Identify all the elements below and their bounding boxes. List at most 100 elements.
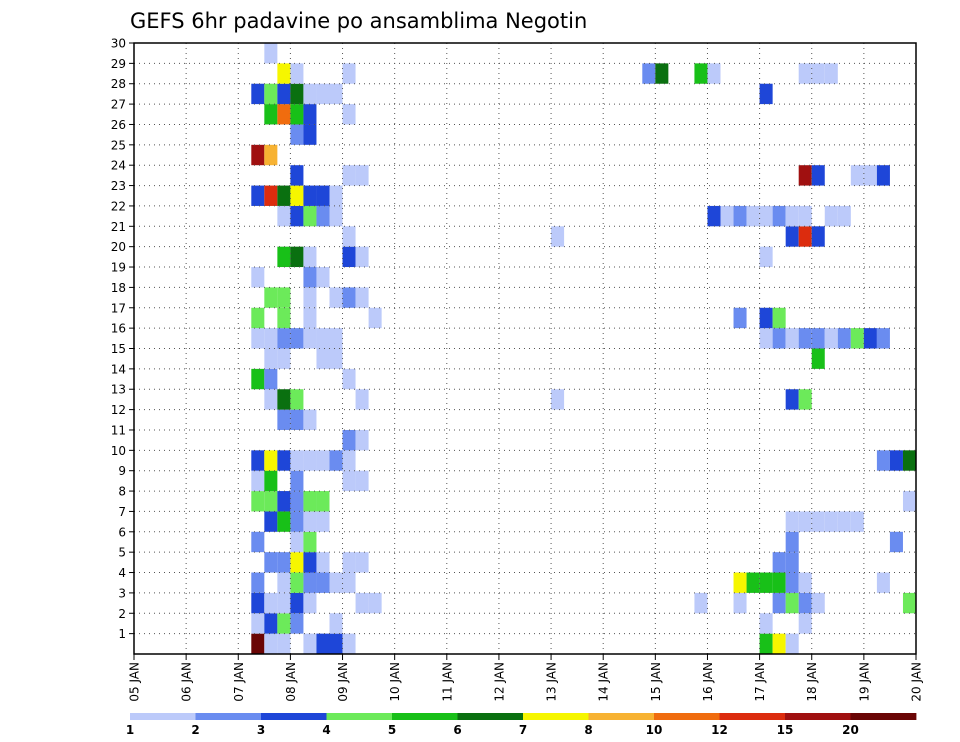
colorbar-swatch — [457, 713, 524, 720]
heatmap-cell — [290, 491, 304, 512]
heatmap-cell — [342, 104, 356, 125]
heatmap-cell — [290, 328, 304, 349]
colorbar: 1 2 3 4 5 6 7 8 10 12 15 20 — [126, 713, 917, 737]
heatmap-cell — [342, 572, 356, 593]
heatmap-cell — [798, 328, 812, 349]
heatmap-cell — [368, 592, 382, 614]
heatmap-cell — [772, 592, 786, 614]
heatmap-cell — [785, 592, 799, 614]
heatmap-cell — [355, 287, 369, 308]
heatmap-cell — [290, 165, 304, 186]
colorbar-label: 12 — [711, 723, 728, 737]
heatmap-cell — [251, 633, 265, 654]
heatmap-cell — [342, 246, 356, 268]
y-tick-label: 14 — [111, 362, 126, 376]
x-tick-label: 12 JAN — [492, 662, 506, 702]
heatmap-cell — [759, 246, 773, 268]
heatmap-cell — [329, 287, 343, 308]
heatmap-cell — [707, 205, 721, 227]
heatmap-cell — [850, 328, 864, 349]
heatmap-cell — [694, 63, 708, 84]
heatmap-cell — [798, 389, 812, 410]
x-tick-label: 06 JAN — [180, 662, 194, 702]
y-tick-label: 20 — [111, 240, 126, 254]
x-tick-label: 05 JAN — [128, 662, 142, 702]
heatmap-cell — [303, 572, 317, 593]
heatmap-cell — [303, 287, 317, 308]
heatmap-cell — [303, 552, 317, 573]
y-tick-label: 11 — [111, 423, 126, 437]
heatmap-cell — [251, 572, 265, 593]
y-tick-label: 22 — [111, 199, 126, 213]
heatmap-cell — [290, 409, 304, 430]
heatmap-cell — [277, 552, 291, 573]
heatmap-cell — [290, 531, 304, 553]
heatmap-cell — [889, 531, 903, 553]
heatmap-cell — [785, 389, 799, 410]
heatmap-cell — [811, 348, 825, 369]
heatmap-cell — [342, 633, 356, 654]
colorbar-label: 2 — [191, 723, 199, 737]
heatmap-cell — [772, 633, 786, 654]
heatmap-cell — [277, 613, 291, 634]
heatmap-cell — [733, 592, 747, 614]
heatmap-cell — [277, 572, 291, 593]
heatmap-cell — [251, 613, 265, 634]
heatmap-cell — [277, 63, 291, 84]
heatmap-cell — [785, 572, 799, 593]
heatmap-cell — [277, 328, 291, 349]
x-tick-label: 07 JAN — [232, 662, 246, 702]
heatmap-cell — [759, 328, 773, 349]
x-tick-label: 19 JAN — [857, 662, 871, 702]
heatmap-cell — [772, 307, 786, 329]
heatmap-cell — [798, 511, 812, 532]
heatmap-cell — [329, 572, 343, 593]
heatmap-cell — [329, 633, 343, 654]
y-tick-label: 28 — [111, 77, 126, 91]
heatmap-cell — [251, 185, 265, 206]
heatmap-cell — [277, 104, 291, 125]
heatmap-cell — [277, 348, 291, 369]
heatmap-cell — [264, 450, 278, 471]
heatmap-cell — [551, 389, 565, 410]
heatmap-cell — [264, 511, 278, 532]
heatmap-cell — [277, 287, 291, 308]
y-tick-label: 29 — [111, 57, 126, 71]
heatmap-cell — [316, 633, 330, 654]
heatmap-cell — [785, 552, 799, 573]
heatmap-cell — [746, 572, 760, 593]
heatmap-cell — [902, 592, 916, 614]
heatmap-cell — [876, 572, 890, 593]
heatmap-cell — [277, 409, 291, 430]
heatmap-cell — [811, 165, 825, 186]
colorbar-label: 10 — [646, 723, 663, 737]
heatmap-cell — [785, 226, 799, 247]
heatmap-cells — [251, 43, 916, 654]
heatmap-cell — [876, 450, 890, 471]
heatmap-cell — [251, 470, 265, 492]
heatmap-cell — [837, 205, 851, 227]
heatmap-cell — [303, 450, 317, 471]
heatmap-cell — [824, 63, 838, 84]
y-tick-label: 8 — [118, 485, 126, 499]
heatmap-cell — [811, 511, 825, 532]
heatmap-cell — [303, 267, 317, 288]
heatmap-cell — [277, 511, 291, 532]
heatmap-cell — [329, 205, 343, 227]
y-tick-label: 15 — [111, 342, 126, 356]
heatmap-cell — [342, 226, 356, 247]
heatmap-cell — [290, 592, 304, 614]
heatmap-cell — [342, 450, 356, 471]
heatmap-cell — [850, 165, 864, 186]
x-tick-label: 15 JAN — [649, 662, 663, 702]
heatmap-cell — [264, 633, 278, 654]
heatmap-cell — [811, 592, 825, 614]
heatmap-cell — [329, 83, 343, 105]
heatmap-cell — [277, 633, 291, 654]
heatmap-cell — [863, 165, 877, 186]
heatmap-cell — [303, 491, 317, 512]
x-axis: 05 JAN 06 JAN 07 JAN 08 JAN 09 JAN 10 JAN 11 J… — [128, 654, 924, 702]
heatmap-cell — [264, 491, 278, 512]
x-tick-label: 11 JAN — [440, 662, 454, 702]
